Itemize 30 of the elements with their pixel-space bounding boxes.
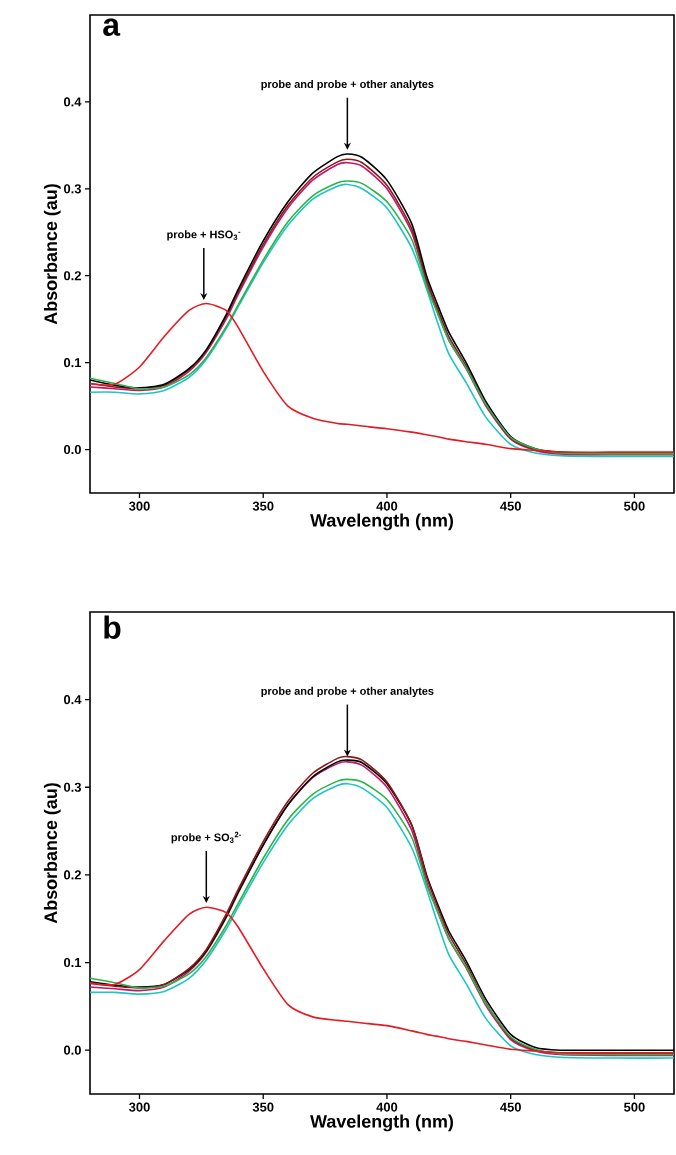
x-tick-label: 500	[624, 501, 645, 511]
x-tick-label: 350	[252, 501, 274, 511]
line-series	[90, 906, 674, 1054]
y-tick-label: 0.3	[63, 184, 82, 194]
line-series	[90, 302, 674, 454]
x-tick-label: 450	[500, 1102, 521, 1112]
x-tick-label: 400	[376, 1102, 398, 1112]
y-tick-label: 0.0	[63, 444, 81, 455]
y-axis-title: Absorbance (au)	[43, 184, 61, 325]
y-tick-label: 0.0	[63, 1045, 81, 1055]
x-tick-label: 300	[128, 501, 150, 511]
x-axis-title: Wavelength (nm)	[310, 513, 453, 531]
y-tick-label: 0.4	[63, 97, 82, 107]
annotation: probe and probe + other analytes	[261, 79, 434, 91]
x-tick-label: 450	[500, 501, 521, 511]
annotation: probe and probe + other analytes	[261, 686, 434, 698]
y-tick-label: 0.4	[63, 695, 82, 705]
x-tick-label: 350	[252, 1102, 274, 1112]
y-tick-label: 0.3	[63, 782, 82, 792]
x-tick-label: 400	[376, 501, 398, 511]
y-tick-label: 0.2	[63, 870, 81, 880]
chart-title: b	[104, 615, 121, 639]
chart-title: a	[103, 18, 121, 36]
y-tick-label: 0.2	[63, 271, 81, 281]
x-tick-label: 300	[128, 1102, 150, 1112]
y-axis-title: Absorbance (au)	[43, 783, 61, 924]
y-tick-label: 0.1	[63, 358, 82, 368]
y-tick-label: 0.1	[63, 957, 82, 968]
x-tick-label: 500	[624, 1102, 645, 1112]
x-axis-title: Wavelength (nm)	[310, 1114, 453, 1132]
